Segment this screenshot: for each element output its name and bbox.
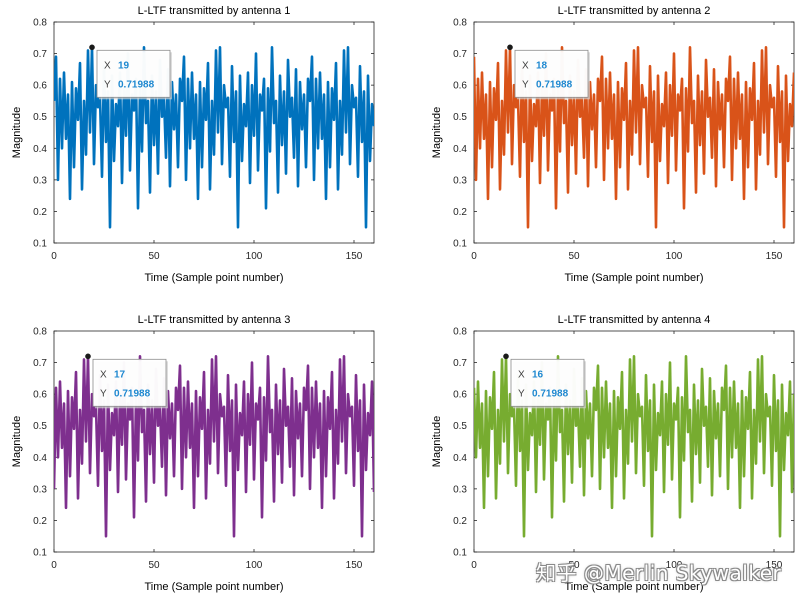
y-tick-label: 0.6 (453, 81, 467, 92)
datatip-marker (503, 353, 509, 360)
y-tick-label: 0.1 (453, 548, 467, 559)
y-tick-label: 0.5 (453, 421, 467, 432)
y-tick-label: 0.5 (33, 421, 47, 432)
y-tick-label: 0.4 (33, 144, 47, 155)
watermark: 知乎 @Merlin Skywalker (536, 561, 782, 585)
series-line (474, 45, 794, 229)
y-tick-label: 0.3 (453, 175, 467, 186)
x-tick-label: 100 (666, 251, 683, 262)
x-tick-label: 0 (471, 560, 477, 571)
y-tick-label: 0.2 (33, 516, 47, 527)
x-tick-label: 0 (51, 560, 57, 571)
chart-panel-1: 0.1 0.2 0.3 0.4 0.5 0.6 0.7 0.8 0 50 100 150 L-LTF t… (11, 5, 375, 284)
datatip-x-value: 18 (536, 60, 548, 71)
chart-title: L-LTF transmitted by antenna 3 (138, 314, 291, 326)
y-tick-label: 0.4 (33, 453, 47, 464)
y-tick-label: 0.5 (453, 112, 467, 123)
y-tick-label: 0.2 (453, 516, 467, 527)
y-tick-label: 0.6 (453, 390, 467, 401)
x-tick-label: 150 (766, 560, 783, 571)
chart-title: L-LTF transmitted by antenna 1 (138, 5, 291, 17)
y-axis-label: Magnitude (431, 107, 443, 158)
x-tick-label: 50 (568, 251, 580, 262)
datatip-x-value: 16 (532, 369, 544, 380)
y-tick-label: 0.3 (33, 175, 47, 186)
x-axis-label: Time (Sample point number) (565, 272, 704, 284)
datatip-x-value: 17 (114, 369, 126, 380)
y-tick-label: 0.5 (33, 112, 47, 123)
y-tick-label: 0.1 (33, 239, 47, 250)
y-tick-label: 0.2 (453, 207, 467, 218)
y-tick-label: 0.7 (33, 358, 47, 369)
y-tick-label: 0.4 (453, 144, 467, 155)
datatip-x-label: X (518, 369, 525, 380)
datatip-marker (89, 44, 95, 51)
datatip-y-label: Y (104, 79, 111, 90)
datatip-y-label: Y (522, 79, 529, 90)
chart-title: L-LTF transmitted by antenna 2 (558, 5, 711, 17)
y-tick-label: 0.1 (453, 239, 467, 250)
x-tick-label: 100 (246, 251, 263, 262)
y-tick-label: 0.3 (453, 484, 467, 495)
x-tick-label: 50 (148, 251, 160, 262)
y-tick-label: 0.8 (33, 18, 47, 29)
datatip-x-label: X (100, 369, 107, 380)
chart-panel-4: 0.1 0.2 0.3 0.4 0.5 0.6 0.7 0.8 0 50 100 150 L-LTF t… (431, 314, 795, 593)
datatip-y-value: 0.71988 (114, 388, 151, 399)
x-tick-label: 0 (471, 251, 477, 262)
datatip-y-value: 0.71988 (532, 388, 569, 399)
series-line (54, 45, 374, 229)
datatip-box (92, 358, 167, 407)
x-tick-label: 0 (51, 251, 57, 262)
datatip-y-value: 0.71988 (118, 79, 155, 90)
y-tick-label: 0.1 (33, 548, 47, 559)
y-tick-label: 0.8 (453, 18, 467, 29)
y-axis-label: Magnitude (11, 107, 23, 158)
datatip-y-label: Y (518, 388, 525, 399)
datatip-y-label: Y (100, 388, 107, 399)
x-tick-label: 50 (568, 560, 580, 571)
datatip-x-label: X (522, 60, 529, 71)
series-line (474, 354, 794, 538)
y-tick-label: 0.7 (453, 358, 467, 369)
y-tick-label: 0.6 (33, 390, 47, 401)
chart-title: L-LTF transmitted by antenna 4 (558, 314, 711, 326)
datatip-box (96, 49, 171, 98)
datatip-box (514, 49, 589, 98)
x-axis-label: Time (Sample point number) (565, 581, 704, 593)
x-tick-label: 100 (666, 560, 683, 571)
datatip-box (510, 358, 585, 407)
datatip-x-label: X (104, 60, 111, 71)
x-axis-label: Time (Sample point number) (145, 581, 284, 593)
y-tick-label: 0.6 (33, 81, 47, 92)
y-tick-label: 0.7 (33, 49, 47, 60)
y-tick-label: 0.7 (453, 49, 467, 60)
y-tick-label: 0.4 (453, 453, 467, 464)
y-tick-label: 0.3 (33, 484, 47, 495)
chart-panel-2: 0.1 0.2 0.3 0.4 0.5 0.6 0.7 0.8 0 50 100 150 L-LTF t… (431, 5, 795, 284)
y-tick-label: 0.8 (453, 327, 467, 338)
x-tick-label: 150 (766, 251, 783, 262)
y-axis-label: Magnitude (431, 416, 443, 467)
chart-panel-3: 0.1 0.2 0.3 0.4 0.5 0.6 0.7 0.8 0 50 100 150 L-LTF t… (11, 314, 375, 593)
y-tick-label: 0.2 (33, 207, 47, 218)
x-tick-label: 150 (346, 560, 363, 571)
datatip-y-value: 0.71988 (536, 79, 573, 90)
datatip-x-value: 19 (118, 60, 130, 71)
x-tick-label: 150 (346, 251, 363, 262)
x-tick-label: 50 (148, 560, 160, 571)
series-line (54, 354, 374, 538)
datatip-marker (85, 353, 91, 360)
y-axis-label: Magnitude (11, 416, 23, 467)
y-tick-label: 0.8 (33, 327, 47, 338)
x-tick-label: 100 (246, 560, 263, 571)
datatip-marker (507, 44, 513, 51)
x-axis-label: Time (Sample point number) (145, 272, 284, 284)
